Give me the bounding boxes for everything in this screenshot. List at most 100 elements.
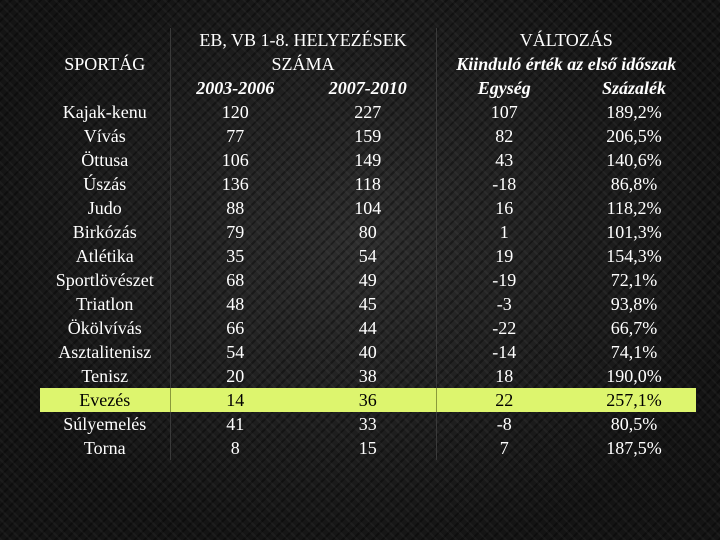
sport-name: Ökölvívás <box>40 316 171 340</box>
period2-value: 44 <box>300 316 437 340</box>
table-row: Atlétika 35 54 19 154,3% <box>40 244 696 268</box>
unit-change-value: -18 <box>492 174 517 194</box>
change-subtitle: Kiinduló érték az első időszak <box>456 54 677 74</box>
percent-change-value: 86,8% <box>610 174 658 194</box>
unit-change-value: 82 <box>495 126 514 146</box>
table-row: Kajak-kenu 120 227 107 189,2% <box>40 100 696 124</box>
period1-value: 54 <box>226 342 245 362</box>
unit-change-value: -3 <box>496 294 512 314</box>
placements-header-line1: EB, VB 1-8. HELYEZÉSEK <box>170 28 437 52</box>
period1-value: 106 <box>221 150 249 170</box>
period1-value: 120 <box>221 102 249 122</box>
percent-change-value: 93,8% <box>610 294 658 314</box>
table-row: Öttusa 106 149 43 140,6% <box>40 148 696 172</box>
unit-change-value: -8 <box>496 414 512 434</box>
period1-value: 77 <box>226 126 245 146</box>
unit-change-value: 16 <box>495 198 514 218</box>
period1-value: 79 <box>226 222 245 242</box>
sport-name: Triatlon <box>40 292 171 316</box>
table-row: Torna 8 15 7 187,5% <box>40 436 696 460</box>
table-row: Tenisz 20 38 18 190,0% <box>40 364 696 388</box>
table-row: Súlyemelés 41 33 -8 80,5% <box>40 412 696 436</box>
table-row: Asztalitenisz 54 40 -14 74,1% <box>40 340 696 364</box>
period1-value: 88 <box>226 198 245 218</box>
sport-name: Torna <box>40 436 171 460</box>
unit-change-value: 22 <box>436 388 573 412</box>
period2-header: 2007-2010 <box>300 76 437 100</box>
period1-value: 68 <box>226 270 245 290</box>
sport-name: Úszás <box>40 172 171 196</box>
period2-value: 104 <box>300 196 437 220</box>
period1-value: 48 <box>226 294 245 314</box>
placements-header-line2: SZÁMA <box>170 52 437 76</box>
percent-change-value: 74,1% <box>610 342 658 362</box>
period1-value: 35 <box>226 246 245 266</box>
period2-value: 49 <box>300 268 437 292</box>
table-row: Ökölvívás 66 44 -22 66,7% <box>40 316 696 340</box>
percent-change-value: 140,6% <box>606 150 662 170</box>
sport-name: Asztalitenisz <box>40 340 171 364</box>
highlighted-table-row: Evezés 14 36 22 257,1% <box>40 388 697 412</box>
percent-change-value: 80,5% <box>610 414 658 434</box>
period2-value: 149 <box>300 148 437 172</box>
period1-value: 136 <box>221 174 249 194</box>
header-row-2: SZÁMA Kiinduló érték az első időszak <box>40 52 696 76</box>
table-row: Sportlövészet 68 49 -19 72,1% <box>40 268 696 292</box>
period2-value: 15 <box>300 436 437 460</box>
table-row: Birkózás 79 80 1 101,3% <box>40 220 696 244</box>
unit-change-value: 18 <box>495 366 514 386</box>
unit-change-value: 1 <box>499 222 509 242</box>
unit-change-value: 7 <box>499 438 509 458</box>
percent-change-value: 187,5% <box>606 438 662 458</box>
table-row: Judo 88 104 16 118,2% <box>40 196 696 220</box>
sport-name: Evezés <box>40 388 171 412</box>
period1-value: 20 <box>226 366 245 386</box>
sport-header-label: SPORTÁG <box>64 54 146 74</box>
sport-name: Súlyemelés <box>40 412 171 436</box>
unit-change-value: 19 <box>495 246 514 266</box>
unit-change-value: -19 <box>492 270 517 290</box>
sport-name: Judo <box>40 196 171 220</box>
sport-name: Öttusa <box>40 148 171 172</box>
table-row: Vívás 77 159 82 206,5% <box>40 124 696 148</box>
sport-name: Sportlövészet <box>40 268 171 292</box>
unit-change-value: -22 <box>492 318 517 338</box>
period2-value: 38 <box>300 364 437 388</box>
percent-header: Százalék <box>602 78 667 98</box>
percent-change-value: 101,3% <box>606 222 662 242</box>
percent-change-value: 118,2% <box>606 198 662 218</box>
percent-change-value: 72,1% <box>610 270 658 290</box>
unit-change-value: 43 <box>495 150 514 170</box>
change-header: VÁLTOZÁS <box>519 30 613 50</box>
period2-value: 54 <box>300 244 437 268</box>
period2-value: 80 <box>300 220 437 244</box>
period2-value: 40 <box>300 340 437 364</box>
percent-change-value: 154,3% <box>606 246 662 266</box>
period1-value: 14 <box>170 388 300 412</box>
table-row: Úszás 136 118 -18 86,8% <box>40 172 696 196</box>
period2-value: 36 <box>300 388 437 412</box>
sports-results-table: SPORTÁG EB, VB 1-8. HELYEZÉSEK VÁLTOZÁS … <box>40 28 697 460</box>
period1-value: 8 <box>230 438 240 458</box>
sport-name: Tenisz <box>40 364 171 388</box>
period1-header: 2003-2006 <box>196 78 275 98</box>
period2-value: 227 <box>300 100 437 124</box>
percent-change-value: 190,0% <box>606 366 662 386</box>
sport-name: Birkózás <box>40 220 171 244</box>
percent-change-value: 189,2% <box>606 102 662 122</box>
percent-change-value: 206,5% <box>606 126 662 146</box>
header-row-1: SPORTÁG EB, VB 1-8. HELYEZÉSEK VÁLTOZÁS <box>40 28 696 100</box>
sport-name: Kajak-kenu <box>40 100 171 124</box>
period2-value: 118 <box>300 172 437 196</box>
period2-value: 33 <box>300 412 437 436</box>
period2-value: 159 <box>300 124 437 148</box>
sport-column-header: SPORTÁG <box>40 28 171 100</box>
table-row: Triatlon 48 45 -3 93,8% <box>40 292 696 316</box>
unit-header: Egység <box>477 78 531 98</box>
header-row-3: 2003-2006 2007-2010 Egység Százalék <box>40 76 696 100</box>
period1-value: 66 <box>226 318 245 338</box>
unit-change-value: 107 <box>490 102 518 122</box>
percent-change-value: 257,1% <box>572 388 697 412</box>
sport-name: Vívás <box>40 124 171 148</box>
